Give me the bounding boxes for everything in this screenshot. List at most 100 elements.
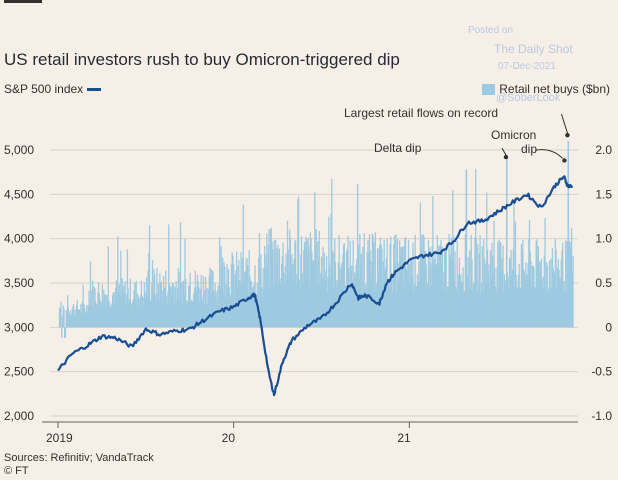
bar (249, 276, 251, 328)
bar (329, 276, 331, 328)
bar (472, 284, 475, 328)
bar (173, 286, 175, 328)
bar (187, 303, 189, 328)
x-tick-label: 2019 (46, 431, 73, 445)
bar (535, 240, 537, 328)
bar (569, 248, 571, 328)
bar (115, 280, 117, 328)
bar (118, 284, 120, 328)
bar (545, 286, 547, 328)
bar (395, 234, 397, 328)
bar (230, 264, 233, 328)
bar (278, 282, 280, 328)
bar (363, 233, 365, 328)
bar (97, 282, 100, 328)
bar (237, 265, 239, 328)
bar (362, 282, 365, 328)
bar (285, 253, 287, 328)
bar (441, 246, 444, 328)
bar (328, 264, 331, 328)
bar (514, 286, 516, 328)
bar (541, 286, 543, 328)
bar (201, 297, 203, 328)
footer: Sources: Refinitiv; VandaTrack © FT (4, 452, 154, 478)
bar (419, 202, 421, 328)
bar (486, 192, 488, 328)
bar (195, 291, 197, 328)
bar (194, 270, 196, 328)
bar (198, 287, 200, 328)
bar (92, 308, 95, 328)
bar (188, 284, 191, 328)
bar (72, 303, 75, 328)
bar (520, 288, 522, 328)
bar (246, 257, 248, 328)
bar (284, 266, 286, 328)
bar (65, 309, 67, 328)
bar (172, 282, 174, 328)
watermark: Posted on The Daily Shot 07-Dec-2021 (468, 22, 608, 76)
bar (136, 306, 138, 328)
bar (504, 280, 506, 328)
bar (335, 287, 337, 328)
bar (277, 244, 279, 328)
bar (393, 235, 396, 328)
bar (379, 237, 382, 328)
bar (138, 298, 140, 328)
bar (154, 294, 157, 328)
bar (141, 296, 143, 328)
bar (351, 265, 353, 328)
bar (516, 290, 518, 328)
bar (258, 233, 261, 328)
bar (298, 279, 300, 328)
bar (379, 244, 381, 328)
bar (458, 274, 460, 328)
bar (94, 288, 96, 328)
bar (176, 288, 179, 328)
bar (324, 279, 326, 328)
bar (330, 213, 332, 328)
bar-notable (567, 141, 570, 328)
bar (112, 295, 114, 328)
bar (370, 278, 373, 328)
bar (120, 250, 122, 328)
bar (250, 281, 253, 328)
bar (463, 292, 465, 328)
bar (397, 284, 399, 328)
bar (302, 282, 304, 328)
bar (279, 278, 281, 328)
bar (366, 251, 368, 328)
bar (413, 292, 415, 328)
bar (84, 311, 87, 328)
bar (553, 273, 556, 328)
bar (479, 234, 481, 328)
bar (210, 293, 213, 328)
bar (203, 289, 205, 328)
bar (418, 281, 421, 328)
bar (169, 287, 171, 328)
bar (513, 199, 515, 328)
bar (566, 241, 568, 328)
bar (360, 253, 362, 328)
bar (289, 229, 291, 328)
bar (325, 256, 328, 328)
bar (426, 288, 428, 328)
bar (572, 255, 574, 328)
bar (171, 283, 174, 328)
bar (290, 264, 292, 328)
annotation-largest-flows: Largest retail flows on record (344, 106, 498, 120)
bar (316, 283, 318, 328)
bar (64, 327, 67, 338)
bar (173, 305, 176, 328)
bar (551, 287, 553, 328)
bar (492, 271, 495, 328)
bar (449, 256, 451, 328)
bar (253, 282, 255, 328)
bar (525, 274, 528, 328)
bar (174, 287, 177, 328)
bar (78, 309, 80, 328)
bar (294, 240, 296, 328)
x-tick-label: 20 (222, 431, 236, 445)
bar (396, 292, 398, 328)
bar (489, 289, 491, 328)
